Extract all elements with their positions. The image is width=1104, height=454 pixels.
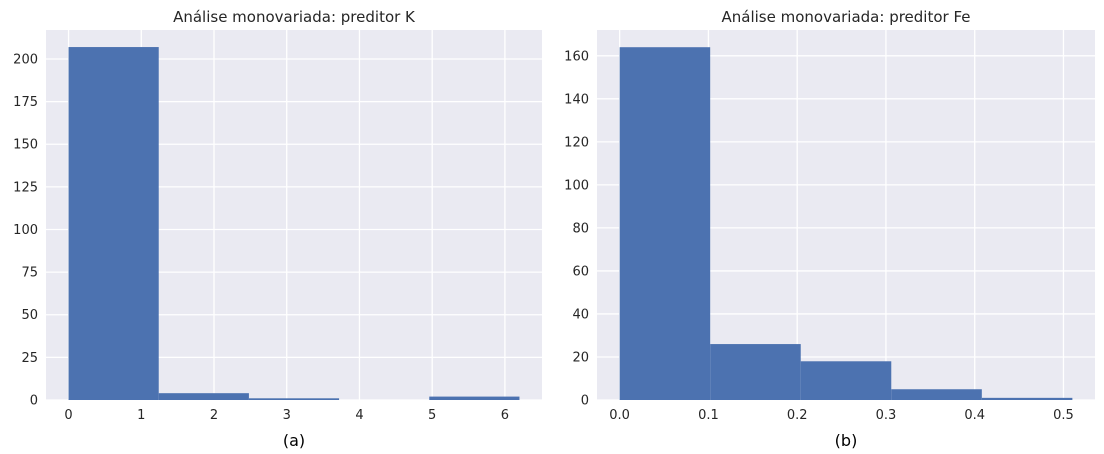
- histogram-bar-3: [800, 361, 892, 400]
- x-tick-label: 0.1: [698, 408, 719, 423]
- x-tick-label: 2: [210, 408, 218, 423]
- x-tick-label: 4: [355, 408, 363, 423]
- x-tick-label: 5: [428, 408, 436, 423]
- chart-title: Análise monovariada: preditor Fe: [721, 8, 970, 26]
- y-tick-label: 175: [13, 95, 38, 110]
- y-tick-label: 200: [13, 52, 38, 67]
- x-tick-label: 0.4: [964, 408, 985, 423]
- y-tick-label: 60: [572, 264, 589, 279]
- histogram-bar-5: [429, 396, 520, 400]
- y-tick-label: 140: [564, 92, 589, 107]
- y-tick-label: 0: [30, 394, 38, 409]
- y-tick-label: 150: [13, 138, 38, 153]
- y-tick-label: 100: [13, 223, 38, 238]
- y-tick-label: 75: [21, 266, 38, 281]
- histogram-panel-a: 0 1 2 3 4 5 6 0 25 50 75 100 125 150 175 200 Análise mon…: [13, 8, 542, 450]
- y-tick-label: 40: [572, 307, 589, 322]
- y-tick-label: 20: [572, 350, 589, 365]
- x-tick-label: 3: [283, 408, 291, 423]
- panel-caption: (b): [835, 431, 858, 450]
- y-tick-label: 80: [572, 221, 589, 236]
- histogram-bar-4: [891, 389, 982, 400]
- y-tick-label: 125: [13, 180, 38, 195]
- x-tick-label: 0.3: [876, 408, 897, 423]
- histogram-bar-5: [981, 397, 1073, 400]
- y-tick-label: 160: [564, 49, 589, 64]
- histogram-bar-2: [710, 344, 801, 400]
- histogram-bar-1: [619, 47, 711, 401]
- y-tick-label: 120: [564, 135, 589, 150]
- histogram-bar-2: [158, 393, 249, 400]
- x-tick-label: 1: [137, 408, 145, 423]
- y-tick-label: 25: [21, 351, 38, 366]
- x-tick-label: 0.0: [609, 408, 630, 423]
- x-tick-label: 0.5: [1053, 408, 1074, 423]
- chart-title: Análise monovariada: preditor K: [173, 8, 416, 26]
- y-tick-label: 100: [564, 178, 589, 193]
- histogram-panel-b: 0.0 0.1 0.2 0.3 0.4 0.5 0 20 40 60 80 100 120 140 160 A…: [564, 8, 1095, 450]
- y-tick-label: 50: [21, 308, 38, 323]
- x-tick-label: 0.2: [787, 408, 808, 423]
- panel-caption: (a): [283, 431, 305, 450]
- x-tick-label: 6: [501, 408, 509, 423]
- histogram-bar-3: [248, 398, 340, 400]
- y-tick-label: 0: [581, 394, 589, 409]
- x-tick-label: 0: [64, 408, 72, 423]
- histogram-bar-1: [68, 47, 159, 400]
